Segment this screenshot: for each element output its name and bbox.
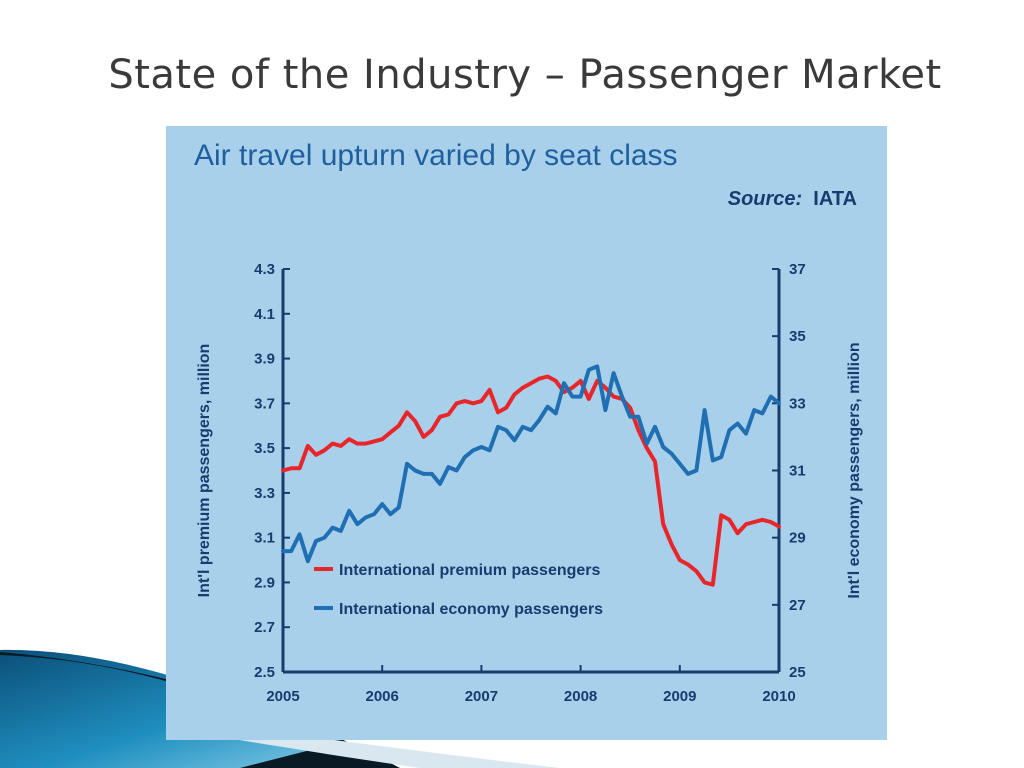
y-right-tick-label: 25 [789, 664, 806, 681]
x-tick-label: 2009 [663, 688, 696, 705]
chart-axes: 4.3 4.1 3.9 3.7 3.5 3.3 3.1 2.9 2.7 2.5 37 35 33 31 29… [196, 261, 863, 705]
x-tick-label: 2010 [762, 688, 795, 705]
chart-legend: International premium passengers Internat… [314, 562, 603, 618]
chart-series [281, 364, 781, 587]
y-left-axis-title: Int'l premium passengers, million [196, 344, 213, 598]
y-right-tick-label: 27 [789, 597, 806, 614]
y-right-tick-label: 35 [789, 328, 806, 345]
y-right-tick-label: 33 [789, 395, 806, 412]
x-tick-label: 2008 [564, 688, 597, 705]
y-right-tick-label: 37 [789, 261, 806, 278]
y-left-tick-label: 3.7 [254, 395, 275, 412]
chart-title: Air travel upturn varied by seat class [194, 139, 678, 172]
x-tick-label: 2006 [366, 688, 399, 705]
economy-series-line [281, 364, 781, 564]
y-left-tick-label: 3.3 [254, 485, 275, 502]
x-tick-label: 2005 [266, 688, 299, 705]
y-left-tick-label: 4.3 [254, 261, 275, 278]
y-left-tick-label: 4.1 [254, 306, 275, 323]
slide-title: State of the Industry – Passenger Market [108, 52, 942, 98]
source-label: Source: [728, 188, 802, 210]
premium-series-line [281, 374, 781, 587]
legend-economy-label: International economy passengers [339, 601, 603, 618]
legend-premium-label: International premium passengers [339, 562, 601, 579]
y-right-tick-label: 31 [789, 463, 806, 480]
y-left-tick-label: 3.1 [254, 530, 275, 547]
y-left-tick-label: 3.5 [254, 440, 275, 457]
y-right-axis-title: Int'l economy passengers, million [846, 342, 863, 598]
y-left-tick-label: 2.7 [254, 619, 275, 636]
line-chart: Air travel upturn varied by seat class S… [194, 139, 863, 705]
y-left-tick-label: 3.9 [254, 351, 275, 368]
chart-source: Source: IATA [728, 188, 857, 210]
y-left-tick-label: 2.5 [254, 664, 275, 681]
source-value: IATA [813, 188, 857, 210]
y-left-tick-label: 2.9 [254, 574, 275, 591]
chart-panel: Air travel upturn varied by seat class S… [166, 126, 887, 740]
x-tick-label: 2007 [465, 688, 498, 705]
y-right-tick-label: 29 [789, 530, 806, 547]
